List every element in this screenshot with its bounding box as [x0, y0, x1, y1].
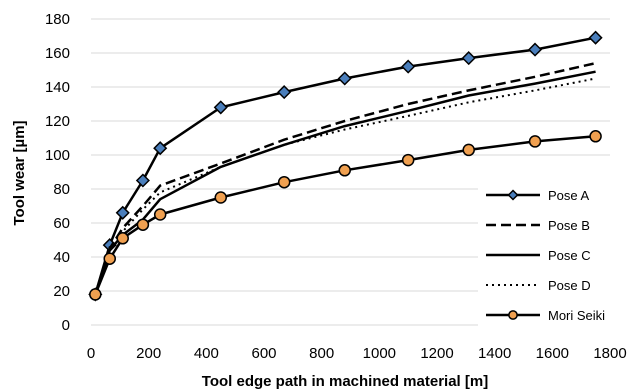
- data-point: [214, 191, 227, 204]
- series-line: [94, 36, 596, 295]
- legend-item: Pose D: [486, 278, 591, 293]
- data-point: [588, 30, 603, 45]
- x-axis-label: Tool edge path in machined material [m]: [202, 373, 488, 390]
- x-tick-label: 0: [87, 345, 95, 362]
- y-tick-label: 40: [53, 249, 70, 266]
- y-axis-ticks: 0 20 40 60 80 100 120 140 160 180: [45, 11, 70, 334]
- legend-label: Pose B: [548, 218, 590, 233]
- y-tick-label: 60: [53, 215, 70, 232]
- x-axis-ticks: 0 200 400 600 800 1000 1200 1400 1600 1800: [87, 345, 627, 362]
- x-tick-label: 1400: [478, 345, 511, 362]
- data-point: [136, 218, 150, 231]
- y-tick-label: 0: [62, 317, 70, 334]
- legend-label: Mori Seiki: [548, 308, 605, 323]
- y-tick-label: 160: [45, 45, 70, 62]
- data-point: [401, 153, 415, 167]
- legend-item: Pose B: [486, 218, 590, 233]
- data-point: [116, 232, 129, 245]
- x-tick-label: 800: [309, 345, 334, 362]
- y-tick-label: 140: [45, 79, 70, 96]
- data-point: [103, 252, 116, 265]
- x-tick-label: 1200: [420, 345, 453, 362]
- legend-marker: [508, 310, 518, 320]
- data-point: [277, 175, 291, 189]
- data-point: [89, 288, 102, 301]
- gridlines: [91, 18, 610, 326]
- data-point: [338, 164, 351, 177]
- legend-item: Pose C: [486, 248, 591, 263]
- y-tick-label: 100: [45, 147, 70, 164]
- x-tick-label: 1600: [536, 345, 569, 362]
- y-tick-label: 20: [53, 283, 70, 300]
- data-point: [153, 208, 167, 221]
- series-group: [88, 30, 603, 302]
- data-point: [337, 71, 352, 86]
- data-point: [277, 85, 292, 100]
- legend-label: Pose D: [548, 278, 591, 293]
- x-tick-label: 1000: [363, 345, 396, 362]
- y-tick-label: 180: [45, 11, 70, 28]
- x-tick-label: 1800: [593, 345, 626, 362]
- x-tick-label: 200: [136, 345, 161, 362]
- data-point: [589, 130, 602, 143]
- legend-label: Pose A: [548, 188, 590, 203]
- data-point: [527, 42, 543, 57]
- legend-item: Mori Seiki: [486, 308, 605, 323]
- data-point: [153, 141, 168, 156]
- data-point: [528, 135, 542, 148]
- legend-item: Pose A: [486, 188, 590, 203]
- data-point: [462, 143, 475, 157]
- legend-label: Pose C: [548, 248, 591, 263]
- y-tick-label: 80: [53, 181, 70, 198]
- y-axis-label: Tool wear [µm]: [11, 120, 28, 225]
- x-tick-label: 400: [194, 345, 219, 362]
- y-tick-label: 120: [45, 113, 70, 130]
- series-2: [94, 61, 596, 295]
- x-tick-label: 600: [251, 345, 276, 362]
- data-point: [135, 173, 150, 188]
- legend: Pose A Pose B Pose C Pose D Mori Seiki: [486, 188, 605, 323]
- legend-background: [478, 178, 626, 328]
- series-line: [94, 61, 596, 295]
- data-point: [401, 59, 416, 74]
- legend-marker: [507, 189, 519, 201]
- data-point: [115, 205, 130, 220]
- series-5: [89, 130, 602, 301]
- data-point: [461, 51, 476, 66]
- data-point: [213, 100, 228, 115]
